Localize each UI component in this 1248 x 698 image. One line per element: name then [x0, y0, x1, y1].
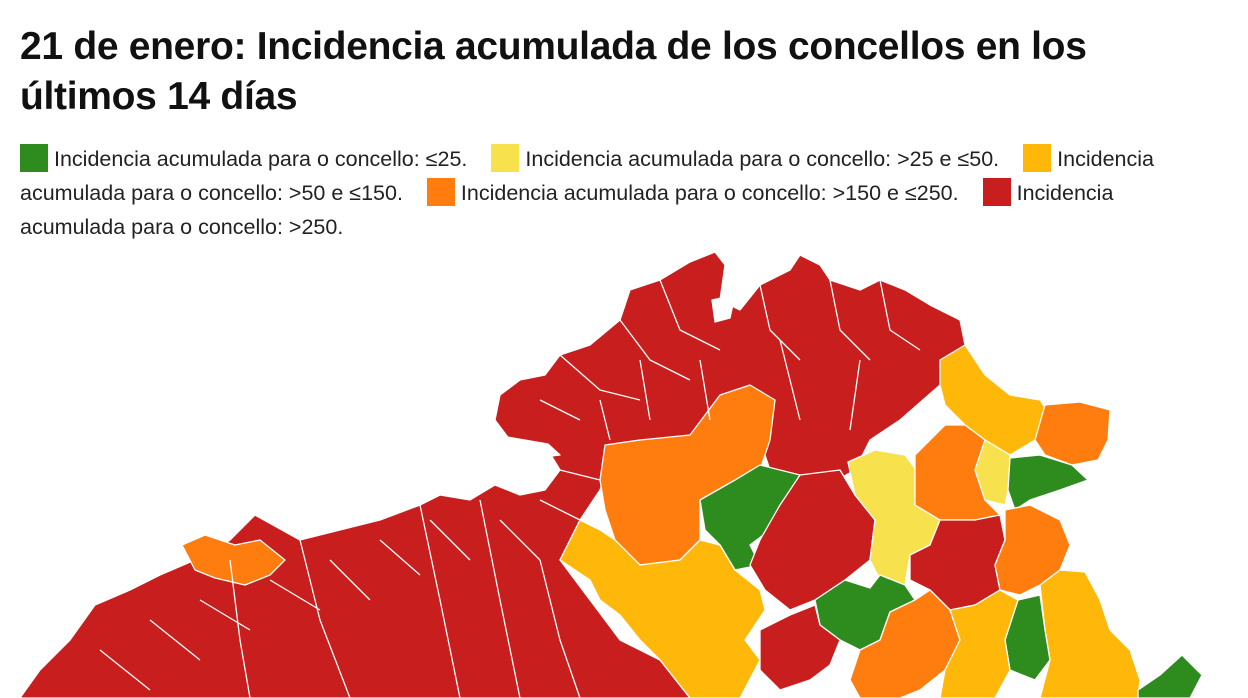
municipal-borders — [99, 279, 921, 698]
legend-label: Incidencia acumulada para o concello: >2… — [525, 147, 1000, 171]
region-orange-west — [181, 534, 286, 586]
legend-label: Incidencia acumulada para o concello: ≤2… — [54, 147, 468, 171]
region-amber-bottom — [939, 589, 1019, 698]
sea-inlet — [494, 434, 561, 461]
region-green-east — [1007, 454, 1089, 511]
legend-swatch — [1023, 144, 1052, 172]
sea-inlet — [711, 294, 736, 323]
legend-label: Incidencia acumulada para o concello: >1… — [460, 181, 959, 205]
legend-swatch — [20, 144, 48, 172]
region-red-south — [759, 604, 841, 691]
region-amber-southeast — [1039, 569, 1141, 698]
legend-swatch — [982, 178, 1011, 206]
region-green-fareast — [1137, 654, 1203, 698]
legend-swatch — [426, 178, 455, 206]
region-green-center — [699, 464, 801, 571]
legend-swatch — [491, 144, 520, 172]
legend-label: Incidencia acumulada para o concello: >2… — [20, 181, 1114, 239]
legend-label: Incidencia acumulada para o concello: >5… — [20, 147, 1154, 205]
legend-item-gt250: Incidencia acumulada para o concello: >2… — [20, 178, 1114, 239]
galicia-map-svg — [19, 251, 1203, 698]
legend-item-150-250: Incidencia acumulada para o concello: >1… — [426, 178, 959, 206]
legend: Incidencia acumulada para o concello: ≤2… — [20, 142, 1210, 244]
region-yellow-thin — [974, 439, 1011, 506]
region-orange-northeast — [1034, 401, 1111, 466]
region-amber-south — [559, 519, 766, 698]
map-title: 21 de enero: Incidencia acumulada de los… — [20, 25, 1087, 118]
choropleth-map — [0, 245, 1248, 698]
legend-item-le25: Incidencia acumulada para o concello: ≤2… — [20, 144, 468, 172]
legend-item-50-150: Incidencia acumulada para o concello: >5… — [20, 144, 1154, 205]
legend-item-25-50: Incidencia acumulada para o concello: >2… — [491, 144, 1000, 172]
